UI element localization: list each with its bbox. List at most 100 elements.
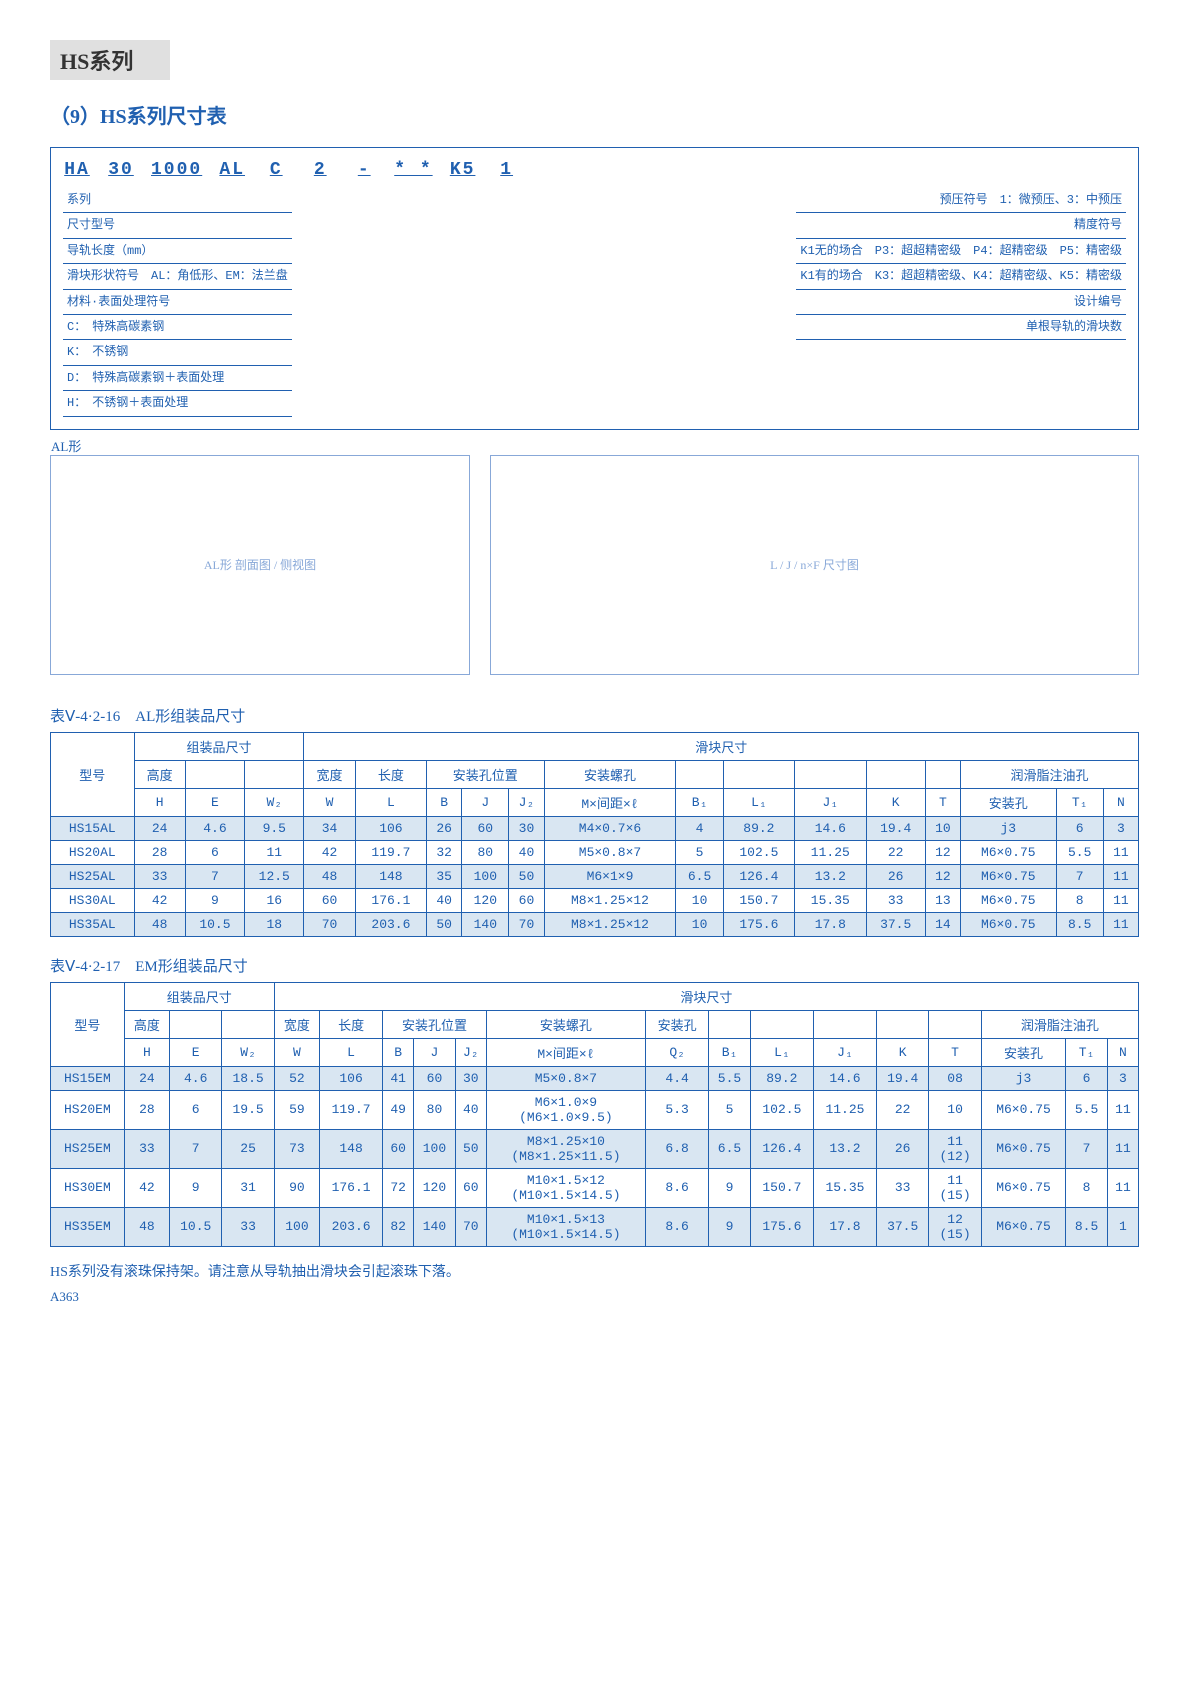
th-leaf: B <box>383 1038 414 1066</box>
table-cell: 5.5 <box>1056 840 1103 864</box>
th <box>723 760 794 788</box>
table-cell: 120 <box>462 888 509 912</box>
table-row: HS25AL33712.5481483510050M6×1×96.5126.41… <box>51 864 1139 888</box>
table-cell: M8×1.25×12 <box>544 912 676 936</box>
table-em-title: 表Ⅴ-4·2-17 EM形组装品尺寸 <box>50 955 1139 976</box>
table-cell: 80 <box>414 1090 456 1129</box>
table-cell: M6×0.75 <box>981 1090 1065 1129</box>
table-cell: 119.7 <box>355 840 426 864</box>
th-leaf: 安装孔 <box>960 788 1056 816</box>
code-segment: 1000 <box>151 160 202 180</box>
th-model: 型号 <box>51 982 125 1066</box>
table-cell: 17.8 <box>813 1207 876 1246</box>
table-cell: 102.5 <box>723 840 794 864</box>
table-cell: 6.5 <box>676 864 723 888</box>
th-slider: 滑块尺寸 <box>304 732 1139 760</box>
code-segment: 30 <box>107 160 135 180</box>
th-leaf: T <box>929 1038 981 1066</box>
th-assembly: 组装品尺寸 <box>124 982 274 1010</box>
table-cell: j3 <box>981 1066 1065 1090</box>
th-leaf: E <box>185 788 244 816</box>
th-assembly: 组装品尺寸 <box>134 732 304 760</box>
table-cell: 10 <box>929 1090 981 1129</box>
table-cell: 26 <box>876 1129 928 1168</box>
table-cell: 26 <box>427 816 462 840</box>
table-cell: 50 <box>427 912 462 936</box>
ordering-code-block: HA301000ALC2-* *K51 系列尺寸型号导轨长度（mm）滑块形状符号… <box>50 147 1139 430</box>
table-cell: 11 (12) <box>929 1129 981 1168</box>
table-cell: 8.5 <box>1056 912 1103 936</box>
table-cell: 7 <box>170 1129 222 1168</box>
table-cell: 126.4 <box>723 864 794 888</box>
code-segment: AL <box>218 160 246 180</box>
th <box>876 1010 928 1038</box>
table-cell: 60 <box>383 1129 414 1168</box>
table-cell: M5×0.8×7 <box>544 840 676 864</box>
th-leaf: W₂ <box>222 1038 274 1066</box>
table-cell: 100 <box>462 864 509 888</box>
table-row: HS20EM28619.559119.7498040M6×1.0×9 (M6×1… <box>51 1090 1139 1129</box>
table-cell: 4 <box>676 816 723 840</box>
table-cell: HS20EM <box>51 1090 125 1129</box>
table-cell: 40 <box>455 1090 486 1129</box>
table-cell: 100 <box>414 1129 456 1168</box>
table-cell: 16 <box>245 888 304 912</box>
table-cell: 6 <box>1066 1066 1108 1090</box>
table-cell: 14.6 <box>813 1066 876 1090</box>
table-cell: 11 (15) <box>929 1168 981 1207</box>
table-cell: 13.2 <box>813 1129 876 1168</box>
table-cell: HS20AL <box>51 840 135 864</box>
table-row: HS35EM4810.533100203.68214070M10×1.5×13 … <box>51 1207 1139 1246</box>
table-cell: HS30EM <box>51 1168 125 1207</box>
table-cell: 150.7 <box>750 1168 813 1207</box>
table-cell: M6×0.75 <box>981 1129 1065 1168</box>
code-legend-line: D： 特殊高碳素钢＋表面处理 <box>63 366 292 391</box>
th-leaf: W <box>304 788 355 816</box>
table-cell: 22 <box>876 1090 928 1129</box>
table-cell: 7 <box>185 864 244 888</box>
code-segment: HA <box>63 160 91 180</box>
table-cell: 60 <box>455 1168 486 1207</box>
th: 安装孔位置 <box>427 760 544 788</box>
table-row: HS25EM33725731486010050M8×1.25×10 (M8×1.… <box>51 1129 1139 1168</box>
table-cell: HS15EM <box>51 1066 125 1090</box>
table-cell: M10×1.5×13 (M10×1.5×14.5) <box>486 1207 645 1246</box>
table-cell: 9.5 <box>245 816 304 840</box>
code-legend-line: 滑块形状符号 AL：角低形、EM：法兰盘 <box>63 264 292 289</box>
table-cell: 40 <box>509 840 544 864</box>
th: 安装孔位置 <box>383 1010 487 1038</box>
ordering-code-right: 预压符号 1：微预压、3：中预压精度符号K1无的场合 P3：超超精密级 P4：超… <box>796 188 1126 417</box>
th-leaf: W₂ <box>245 788 304 816</box>
th-leaf: B <box>427 788 462 816</box>
th-leaf: H <box>134 788 185 816</box>
drawing-al-label: AL形 <box>51 436 81 455</box>
table-cell: 10 <box>676 888 723 912</box>
code-legend-line: K1有的场合 K3：超超精密级、K4：超精密级、K5：精密级 <box>796 264 1126 289</box>
code-legend-line: 材料·表面处理符号 <box>63 290 292 315</box>
page-number: A363 <box>50 1289 1139 1305</box>
th-leaf: N <box>1107 1038 1138 1066</box>
table-cell: 5 <box>676 840 723 864</box>
th-leaf: N <box>1103 788 1138 816</box>
table-cell: 60 <box>414 1066 456 1090</box>
table-cell: 82 <box>383 1207 414 1246</box>
table-cell: 4.6 <box>170 1066 222 1090</box>
table-cell: 140 <box>462 912 509 936</box>
section-title: （9）HS系列尺寸表 <box>50 100 1139 129</box>
table-cell: 7 <box>1056 864 1103 888</box>
code-legend-line: 尺寸型号 <box>63 213 292 238</box>
table-cell: M6×0.75 <box>981 1207 1065 1246</box>
code-segment: 1 <box>493 160 521 180</box>
table-row: HS30AL4291660176.14012060M8×1.25×1210150… <box>51 888 1139 912</box>
table-cell: 42 <box>134 888 185 912</box>
table-cell: 3 <box>1107 1066 1138 1090</box>
table-cell: 175.6 <box>723 912 794 936</box>
table-cell: HS25AL <box>51 864 135 888</box>
table-cell: 10.5 <box>185 912 244 936</box>
table-cell: 26 <box>866 864 925 888</box>
th <box>925 760 960 788</box>
code-segment: K5 <box>449 160 477 180</box>
th <box>929 1010 981 1038</box>
table-cell: M6×0.75 <box>981 1168 1065 1207</box>
th: 安装螺孔 <box>486 1010 645 1038</box>
